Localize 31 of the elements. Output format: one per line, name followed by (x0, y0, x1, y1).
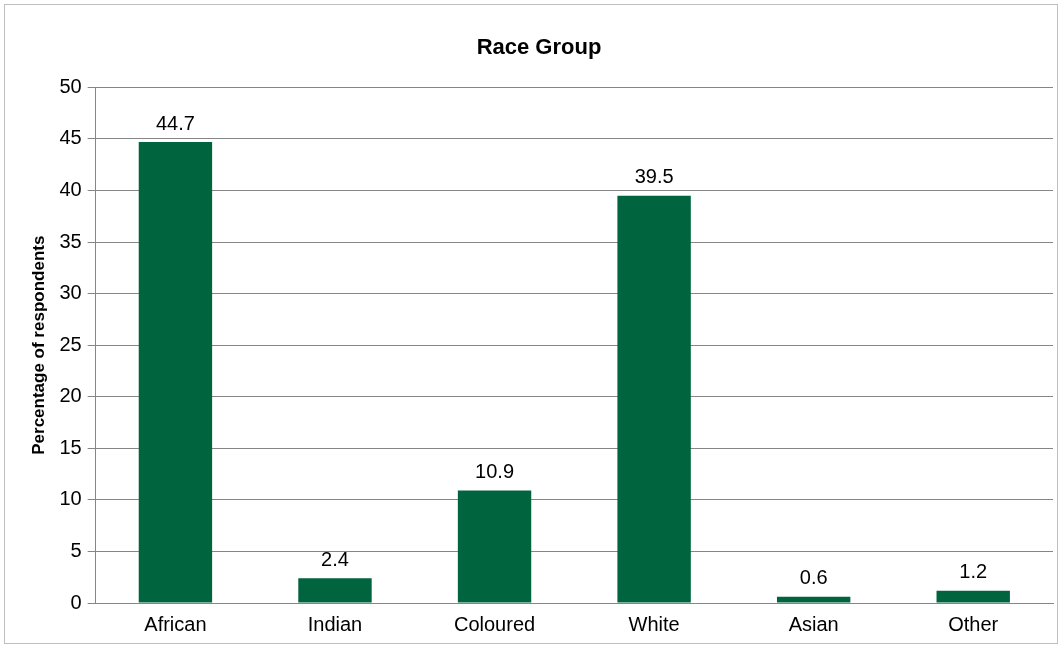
y-tick-label: 25 (59, 332, 82, 355)
y-tick-label: 20 (59, 384, 82, 407)
x-tick-label: Other (948, 612, 999, 635)
chart-title: Race Group (476, 34, 602, 60)
data-label: 44.7 (155, 111, 195, 134)
bar (457, 490, 532, 603)
x-tick-label: African (144, 612, 207, 635)
data-label: 2.4 (321, 547, 349, 570)
data-label: 10.9 (475, 460, 515, 483)
data-label: 0.6 (799, 566, 828, 589)
x-tick-label: Coloured (453, 612, 536, 635)
bar (936, 590, 1010, 603)
bar (776, 596, 851, 603)
x-tick-label: Indian (307, 612, 363, 635)
x-tick-label: Asian (788, 612, 839, 635)
y-tick-label: 0 (70, 590, 82, 613)
data-label: 1.2 (959, 560, 988, 583)
y-tick-label: 15 (59, 435, 82, 458)
y-tick-label: 45 (59, 126, 82, 149)
bar (138, 142, 213, 603)
x-tick-label: White (628, 612, 680, 635)
bar (617, 195, 691, 603)
y-tick-label: 10 (59, 487, 82, 510)
y-tick-label: 5 (70, 538, 82, 561)
y-axis-title: Percentage of respondents (28, 235, 48, 455)
bar (298, 578, 372, 603)
y-tick-label: 50 (59, 74, 82, 97)
y-tick-label: 35 (59, 229, 82, 252)
data-label: 39.5 (634, 165, 674, 188)
y-tick-label: 30 (59, 281, 82, 304)
y-tick-label: 40 (59, 178, 82, 201)
